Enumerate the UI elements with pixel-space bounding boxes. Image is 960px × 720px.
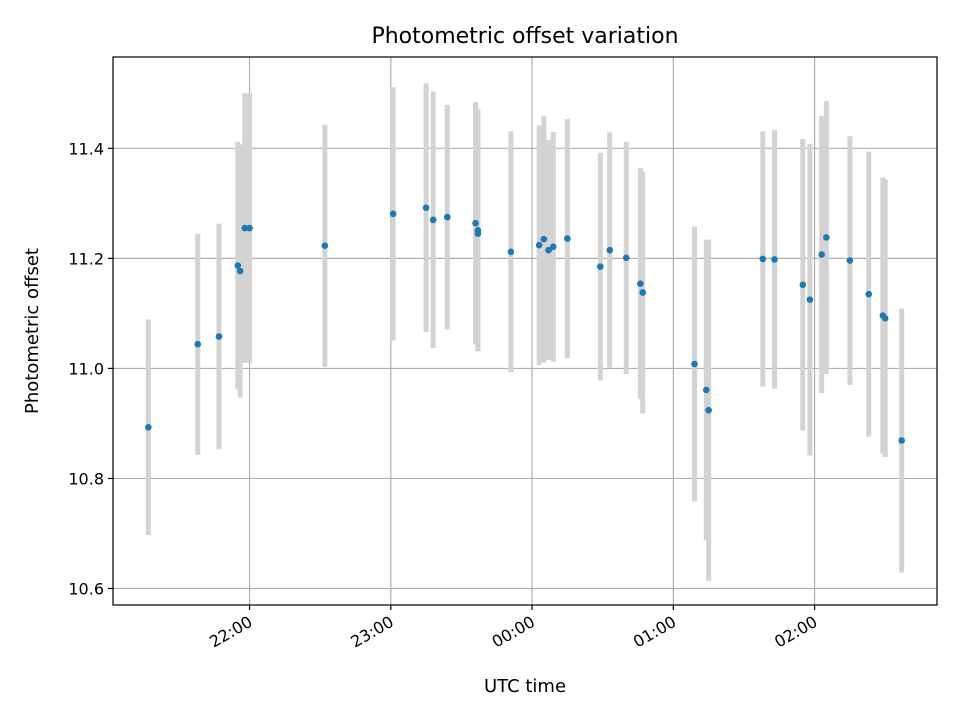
data-point	[246, 224, 253, 232]
data-point	[472, 219, 479, 227]
data-point	[545, 246, 552, 254]
data-point	[321, 242, 329, 250]
data-point	[145, 423, 152, 431]
data-point	[597, 263, 604, 270]
data-point	[540, 235, 548, 243]
data-point	[549, 243, 557, 251]
data-point	[898, 437, 905, 444]
y-tick-label: 11.4	[68, 139, 104, 158]
data-point	[564, 235, 571, 242]
data-point	[702, 386, 710, 394]
data-point	[865, 290, 873, 298]
data-point	[241, 224, 249, 232]
data-point	[691, 360, 698, 368]
data-point	[535, 241, 543, 249]
y-tick-label: 11.0	[68, 359, 104, 378]
chart-title: Photometric offset variation	[371, 24, 678, 49]
data-point	[194, 340, 202, 348]
data-point	[507, 248, 515, 256]
data-point	[429, 216, 437, 224]
plot-frame	[112, 56, 938, 606]
data-point	[637, 280, 644, 287]
data-point	[705, 406, 712, 414]
data-point	[881, 315, 889, 322]
y-tick-label: 10.8	[68, 469, 104, 488]
data-point	[444, 213, 451, 221]
data-point	[806, 296, 814, 303]
data-point	[215, 333, 223, 340]
y-axis-label: Photometric offset	[22, 248, 43, 414]
data-point	[474, 227, 482, 234]
data-point	[422, 204, 430, 212]
data-points	[145, 204, 905, 444]
data-point	[389, 210, 397, 218]
x-axis-label: UTC time	[484, 676, 566, 697]
data-point	[823, 234, 830, 241]
data-point	[818, 251, 825, 258]
data-point	[846, 257, 854, 264]
data-point	[622, 254, 630, 262]
data-point	[639, 289, 647, 296]
data-point	[759, 255, 767, 263]
y-tick-label: 10.6	[68, 579, 104, 598]
y-axis-ticks: 10.6 10.8 11.0 11.2 11.4	[68, 139, 113, 598]
data-point	[771, 256, 778, 263]
data-point	[234, 262, 242, 269]
data-point	[799, 281, 807, 289]
data-point	[236, 267, 244, 275]
data-point	[606, 246, 614, 254]
y-tick-label: 11.2	[68, 249, 104, 268]
